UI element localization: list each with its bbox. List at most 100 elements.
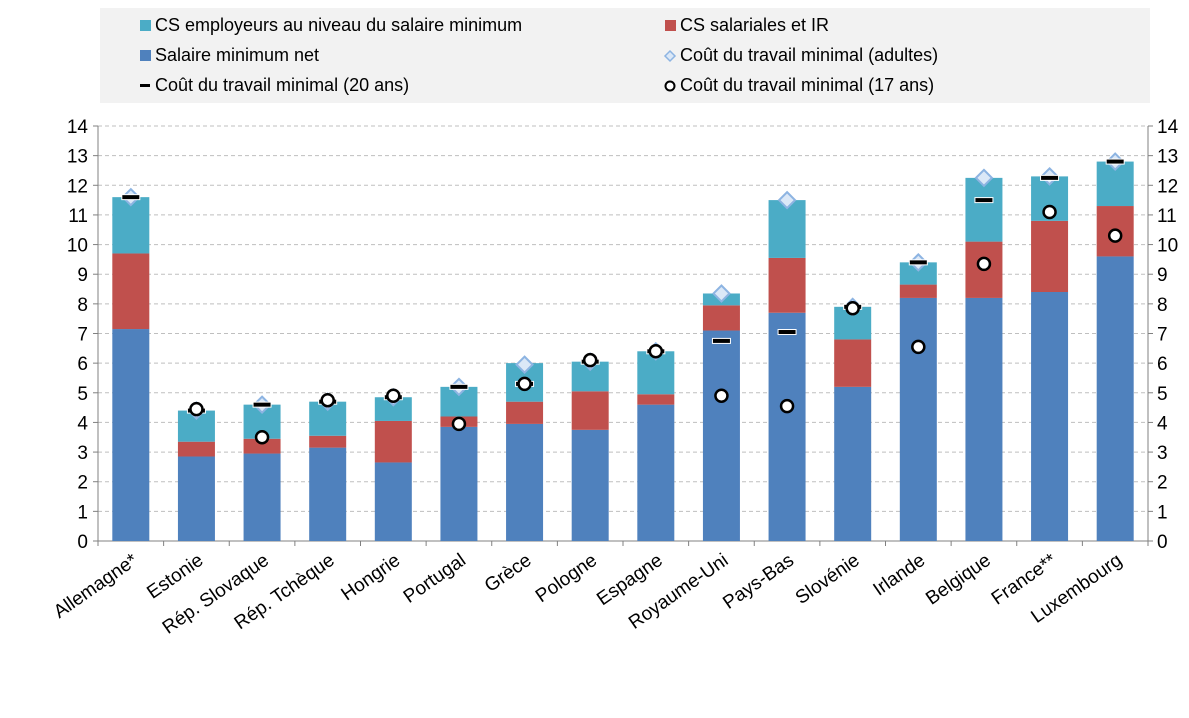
- marker-cout-du-travail-minimal-20-ans-rep-slovaque: [253, 402, 271, 407]
- right-tick-label-10: 10: [1157, 236, 1178, 257]
- marker-cout-du-travail-minimal-17-ans-irlande: [912, 341, 924, 353]
- right-tick-label-1: 1: [1157, 502, 1168, 523]
- bar-cs-salariales-et-ir-espagne: [637, 394, 674, 404]
- right-tick-label-12: 12: [1157, 176, 1178, 197]
- marker-cout-du-travail-minimal-17-ans-portugal: [453, 418, 465, 430]
- legend: CS employeurs au niveau du salaire minim…: [100, 8, 1150, 103]
- legend-swatch-salaire-minimum-net: [140, 50, 151, 61]
- bar-salaire-minimum-net-rep-tcheque: [309, 448, 346, 541]
- legend-label-cout-du-travail-minimal-17-ans: Coût du travail minimal (17 ans): [680, 75, 934, 95]
- bar-salaire-minimum-net-portugal: [440, 427, 477, 541]
- right-tick-label-8: 8: [1157, 295, 1168, 316]
- bar-salaire-minimum-net-luxembourg: [1097, 256, 1134, 541]
- legend-swatch-cout-du-travail-minimal-17-ans: [666, 82, 675, 91]
- marker-cout-du-travail-minimal-20-ans-royaume-uni: [712, 338, 730, 343]
- category-label-portugal: Portugal: [400, 550, 470, 608]
- marker-cout-du-travail-minimal-17-ans-luxembourg: [1109, 230, 1121, 242]
- bar-salaire-minimum-net-france: [1031, 292, 1068, 541]
- left-tick-label-1: 1: [77, 502, 88, 523]
- marker-cout-du-travail-minimal-20-ans-belgique: [975, 198, 993, 203]
- marker-cout-du-travail-minimal-20-ans-portugal: [450, 384, 468, 389]
- category-label-pays-bas: Pays-Bas: [719, 550, 798, 614]
- right-tick-label-6: 6: [1157, 354, 1168, 375]
- bar-salaire-minimum-net-allemagne: [112, 329, 149, 541]
- right-tick-label-11: 11: [1157, 206, 1177, 227]
- category-label-grece: Grèce: [481, 550, 535, 597]
- bar-cs-salariales-et-ir-hongrie: [375, 421, 412, 463]
- right-tick-label-7: 7: [1157, 325, 1168, 346]
- bar-salaire-minimum-net-slovenie: [834, 387, 871, 541]
- marker-cout-du-travail-minimal-17-ans-rep-slovaque: [256, 431, 268, 443]
- left-tick-label-10: 10: [67, 236, 88, 257]
- legend-label-salaire-minimum-net: Salaire minimum net: [155, 45, 319, 65]
- bar-cs-salariales-et-ir-grece: [506, 402, 543, 424]
- left-tick-label-6: 6: [77, 354, 88, 375]
- marker-cout-du-travail-minimal-17-ans-slovenie: [847, 302, 859, 314]
- left-tick-label-8: 8: [77, 295, 88, 316]
- bar-cs-salariales-et-ir-france: [1031, 221, 1068, 292]
- right-tick-label-13: 13: [1157, 147, 1178, 168]
- left-tick-label-4: 4: [77, 413, 88, 434]
- category-label-irlande: Irlande: [870, 550, 930, 601]
- axes: 0 01 12 23 34 45 56 67 78 89 910 1011 1112 1213 1314 14: [67, 117, 1179, 553]
- marker-cout-du-travail-minimal-17-ans-pays-bas: [781, 400, 793, 412]
- legend-label-cs-employeurs-au-niveau-du-salaire-minimum: CS employeurs au niveau du salaire minim…: [155, 15, 522, 35]
- legend-label-cout-du-travail-minimal-adultes: Coût du travail minimal (adultes): [680, 45, 938, 65]
- marker-cout-du-travail-minimal-17-ans-pologne: [584, 354, 596, 366]
- bar-cs-salariales-et-ir-pays-bas: [769, 258, 806, 313]
- bar-cs-salariales-et-ir-allemagne: [112, 253, 149, 329]
- bar-salaire-minimum-net-pays-bas: [769, 313, 806, 541]
- marker-cout-du-travail-minimal-20-ans-pays-bas: [778, 330, 796, 335]
- left-tick-label-0: 0: [77, 532, 88, 553]
- legend-label-cout-du-travail-minimal-20-ans: Coût du travail minimal (20 ans): [155, 75, 409, 95]
- bars: [112, 162, 1133, 541]
- category-label-belgique: Belgique: [922, 550, 995, 610]
- bar-cs-salariales-et-ir-rep-tcheque: [309, 436, 346, 448]
- left-tick-label-14: 14: [67, 117, 89, 138]
- legend-swatch-cs-employeurs-au-niveau-du-salaire-minimum: [140, 20, 151, 31]
- legend-label-cs-salariales-et-ir: CS salariales et IR: [680, 15, 829, 35]
- bar-salaire-minimum-net-grece: [506, 424, 543, 541]
- category-label-hongrie: Hongrie: [338, 550, 405, 605]
- right-tick-label-3: 3: [1157, 443, 1168, 464]
- bar-cs-salariales-et-ir-royaume-uni: [703, 305, 740, 330]
- right-tick-label-2: 2: [1157, 473, 1168, 494]
- category-label-pologne: Pologne: [532, 550, 601, 607]
- right-tick-label-9: 9: [1157, 265, 1168, 286]
- bar-cs-salariales-et-ir-slovenie: [834, 339, 871, 386]
- right-tick-label-5: 5: [1157, 384, 1168, 405]
- left-tick-label-2: 2: [77, 473, 88, 494]
- left-tick-label-9: 9: [77, 265, 88, 286]
- right-tick-label-14: 14: [1157, 117, 1179, 138]
- marker-cout-du-travail-minimal-17-ans-rep-tcheque: [322, 394, 334, 406]
- marker-cout-du-travail-minimal-20-ans-irlande: [909, 260, 927, 265]
- marker-cout-du-travail-minimal-20-ans-luxembourg: [1106, 159, 1124, 164]
- marker-cout-du-travail-minimal-17-ans-grece: [519, 378, 531, 390]
- bar-salaire-minimum-net-pologne: [572, 430, 609, 541]
- bar-salaire-minimum-net-irlande: [900, 298, 937, 541]
- bar-cs-salariales-et-ir-pologne: [572, 391, 609, 430]
- legend-swatch-cout-du-travail-minimal-20-ans: [140, 84, 150, 87]
- bar-cs-employeurs-au-niveau-du-salaire-minimum-belgique: [965, 178, 1002, 242]
- marker-cout-du-travail-minimal-17-ans-royaume-uni: [715, 390, 727, 402]
- bar-salaire-minimum-net-rep-slovaque: [244, 454, 281, 541]
- bar-salaire-minimum-net-hongrie: [375, 462, 412, 541]
- left-tick-label-11: 11: [68, 206, 88, 227]
- bar-salaire-minimum-net-estonie: [178, 457, 215, 541]
- marker-cout-du-travail-minimal-17-ans-france: [1044, 206, 1056, 218]
- left-tick-label-5: 5: [77, 384, 88, 405]
- bar-salaire-minimum-net-belgique: [965, 298, 1002, 541]
- marker-cout-du-travail-minimal-17-ans-hongrie: [387, 390, 399, 402]
- bar-salaire-minimum-net-espagne: [637, 405, 674, 541]
- bar-salaire-minimum-net-royaume-uni: [703, 331, 740, 541]
- left-tick-label-7: 7: [77, 325, 88, 346]
- marker-cout-du-travail-minimal-17-ans-espagne: [650, 345, 662, 357]
- marker-cout-du-travail-minimal-17-ans-estonie: [190, 403, 202, 415]
- right-tick-label-4: 4: [1157, 413, 1168, 434]
- left-tick-label-13: 13: [67, 147, 88, 168]
- left-tick-label-3: 3: [77, 443, 88, 464]
- marker-cout-du-travail-minimal-20-ans-allemagne: [122, 195, 140, 200]
